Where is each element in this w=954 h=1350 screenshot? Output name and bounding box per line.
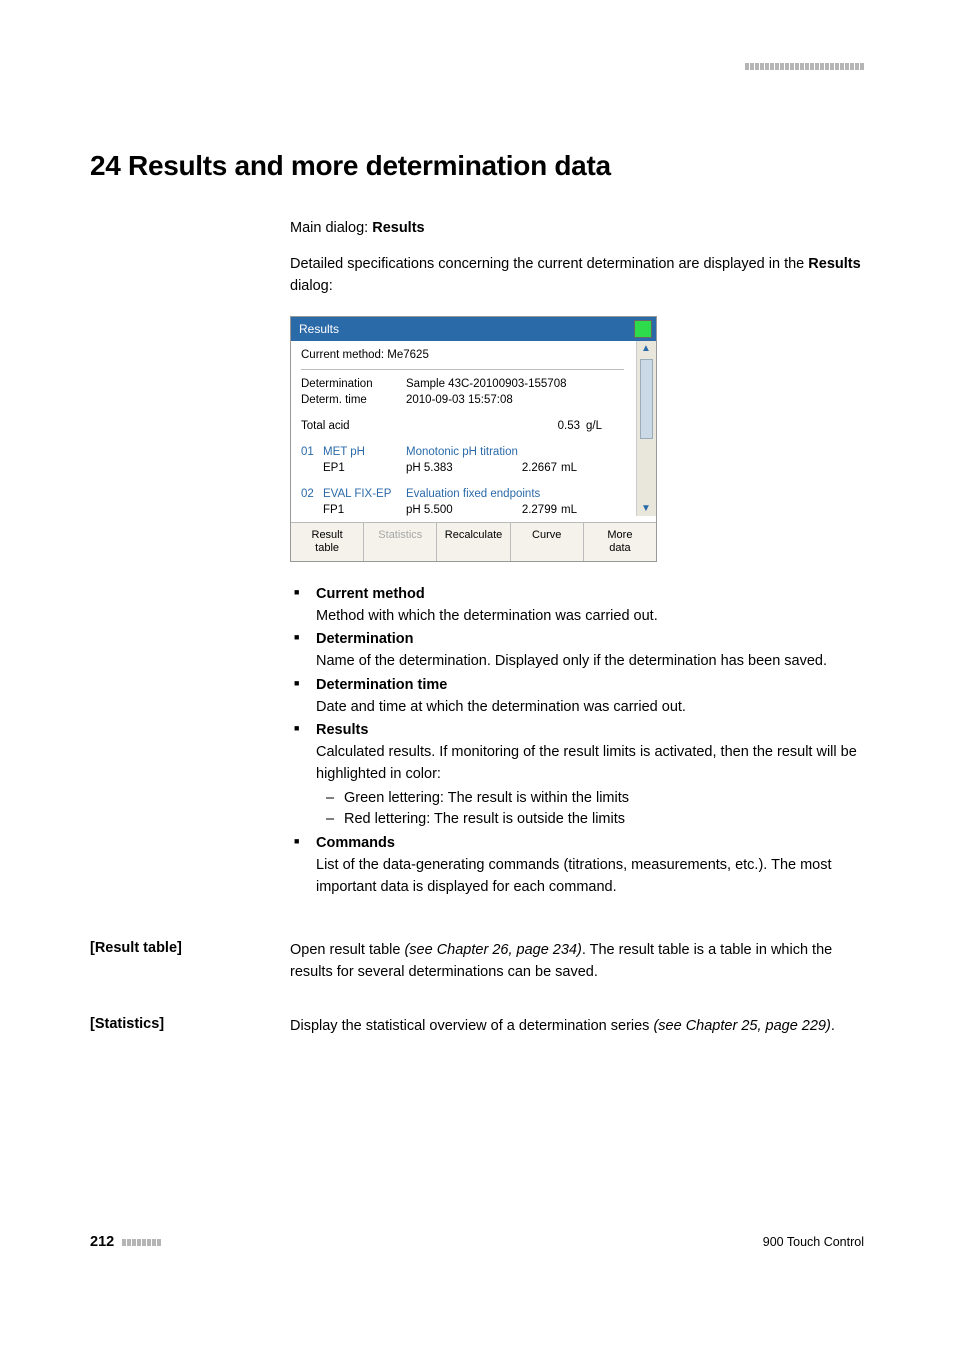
intro-bold: Results	[808, 256, 860, 272]
definition-row: [Result table]Open result table (see Cha…	[90, 916, 864, 984]
current-method-text: Current method: Me7625	[301, 349, 429, 361]
bullet-list: Current method Method with which the dete…	[290, 584, 864, 899]
command-data-unit: mL	[561, 504, 577, 516]
scroll-up-icon[interactable]: ▲	[641, 343, 651, 354]
main-dialog-line: Main dialog: Results	[290, 220, 864, 236]
bullet-title: Determination	[316, 631, 414, 647]
command-data-unit: mL	[561, 462, 577, 474]
main-dialog-value: Results	[372, 220, 424, 236]
definition-body: Display the statistical overview of a de…	[290, 992, 864, 1038]
scrollbar[interactable]: ▲ ▼	[636, 341, 656, 516]
main-dialog-prefix: Main dialog:	[290, 220, 372, 236]
command-code: EVAL FIX-EP	[323, 488, 406, 500]
command-index: 01	[301, 446, 323, 458]
dialog-body: ▲ ▼ Current method: Me7625 Determination…	[291, 341, 656, 516]
results-dialog-screenshot: Results ▲ ▼ Current method: Me7625 Deter…	[290, 316, 657, 562]
dialog-button[interactable]: Statistics	[364, 523, 437, 561]
command-header: 01MET pHMonotonic pH titration	[301, 446, 646, 458]
bullet-desc: Calculated results. If monitoring of the…	[316, 742, 864, 786]
body-column: Main dialog: Results Detailed specificat…	[290, 220, 864, 898]
command-data: EP1pH 5.3832.2667mL	[301, 462, 646, 474]
result-value: 0.53	[406, 420, 586, 432]
info-value: Sample 43C-20100903-155708	[406, 378, 586, 390]
dialog-button[interactable]: Curve	[511, 523, 584, 561]
command-index: 02	[301, 488, 323, 500]
scroll-thumb[interactable]	[640, 359, 653, 439]
scroll-down-icon[interactable]: ▼	[641, 503, 651, 514]
command-desc: Monotonic pH titration	[406, 446, 518, 458]
info-rows: DeterminationSample 43C-20100903-155708D…	[301, 378, 646, 406]
dialog-buttons: ResulttableStatisticsRecalculateCurveMor…	[291, 522, 656, 561]
bullet-title: Commands	[316, 835, 395, 851]
dialog-button[interactable]: Moredata	[584, 523, 656, 561]
bullet-title: Determination time	[316, 677, 447, 693]
page-footer: 212 900 Touch Control	[90, 1234, 864, 1250]
info-row: DeterminationSample 43C-20100903-155708	[301, 378, 646, 390]
sub-item: Red lettering: The result is outside the…	[316, 809, 864, 831]
bullet-title: Results	[316, 722, 368, 738]
bullet-item: Current method Method with which the dete…	[290, 584, 864, 628]
definition-label: [Result table]	[90, 916, 290, 984]
definitions: [Result table]Open result table (see Cha…	[90, 916, 864, 1037]
help-button[interactable]	[634, 320, 652, 338]
definition-label: [Statistics]	[90, 992, 290, 1038]
info-value: 2010-09-03 15:57:08	[406, 394, 586, 406]
footer-right-text: 900 Touch Control	[763, 1235, 864, 1249]
command-data-v2: 2.2799	[501, 504, 561, 516]
bullet-desc: Method with which the determination was …	[316, 606, 864, 628]
info-unit	[586, 394, 624, 406]
dialog-button[interactable]: Resulttable	[291, 523, 364, 561]
page-number: 212	[90, 1234, 114, 1250]
dialog-title: Results	[299, 322, 339, 336]
result-label: Total acid	[301, 420, 406, 432]
info-label: Determ. time	[301, 394, 406, 406]
dialog-titlebar: Results	[291, 317, 656, 341]
intro-part2: dialog:	[290, 278, 333, 294]
chapter-title: 24 Results and more determination data	[90, 150, 864, 182]
definition-row: [Statistics]Display the statistical over…	[90, 992, 864, 1038]
bullet-desc: List of the data-generating commands (ti…	[316, 855, 864, 899]
intro-part1: Detailed specifications concerning the c…	[290, 256, 808, 272]
bullet-desc: Name of the determination. Displayed onl…	[316, 651, 864, 673]
info-unit	[586, 378, 624, 390]
bullet-item: Determination time Date and time at which…	[290, 675, 864, 719]
current-method-row: Current method: Me7625	[301, 349, 646, 361]
bullet-item: Determination Name of the determination. …	[290, 629, 864, 673]
page-content: 24 Results and more determination data M…	[0, 0, 954, 1038]
command-code: MET pH	[323, 446, 406, 458]
command-data-v1: pH 5.383	[406, 462, 501, 474]
result-unit: g/L	[586, 420, 624, 432]
header-dots	[745, 63, 864, 70]
dialog-button[interactable]: Recalculate	[437, 523, 510, 561]
command-data-v1: pH 5.500	[406, 504, 501, 516]
command-rows: 01MET pHMonotonic pH titrationEP1pH 5.38…	[301, 446, 646, 516]
bullet-desc: Date and time at which the determination…	[316, 697, 864, 719]
result-row: Total acid 0.53 g/L	[301, 420, 646, 432]
info-label: Determination	[301, 378, 406, 390]
bullet-title: Current method	[316, 586, 425, 602]
command-data-label: FP1	[323, 504, 406, 516]
info-row: Determ. time2010-09-03 15:57:08	[301, 394, 646, 406]
bullet-item: Results Calculated results. If monitoring…	[290, 720, 864, 831]
command-data-v2: 2.2667	[501, 462, 561, 474]
separator	[301, 369, 624, 370]
command-data: FP1pH 5.5002.2799mL	[301, 504, 646, 516]
command-desc: Evaluation fixed endpoints	[406, 488, 540, 500]
sub-list: Green lettering: The result is within th…	[316, 788, 864, 832]
command-data-label: EP1	[323, 462, 406, 474]
footer-dots	[122, 1239, 161, 1246]
bullet-item: Commands List of the data-generating comm…	[290, 833, 864, 898]
command-header: 02EVAL FIX-EPEvaluation fixed endpoints	[301, 488, 646, 500]
definition-body: Open result table (see Chapter 26, page …	[290, 916, 864, 984]
intro-text: Detailed specifications concerning the c…	[290, 254, 864, 298]
sub-item: Green lettering: The result is within th…	[316, 788, 864, 810]
